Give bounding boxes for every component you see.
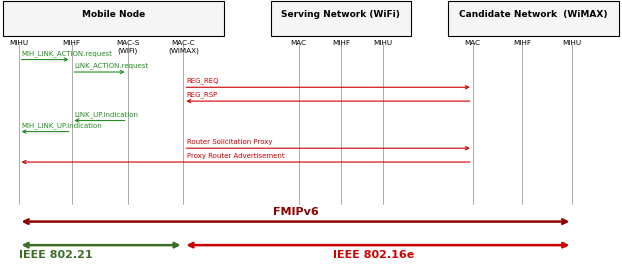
Bar xyxy=(271,1,411,36)
Text: MIHU: MIHU xyxy=(9,40,28,46)
Text: MAC: MAC xyxy=(290,40,307,46)
Text: IEEE 802.21: IEEE 802.21 xyxy=(19,250,93,260)
Text: MIHU: MIHU xyxy=(563,40,582,46)
Bar xyxy=(3,1,224,36)
Bar xyxy=(448,1,619,36)
Text: LINK_ACTION.request: LINK_ACTION.request xyxy=(75,63,149,69)
Text: REG_REQ: REG_REQ xyxy=(187,78,219,84)
Text: MIHF: MIHF xyxy=(514,40,531,46)
Text: Mobile Node: Mobile Node xyxy=(82,10,145,19)
Text: MAC-S
(WiFi): MAC-S (WiFi) xyxy=(116,40,139,54)
Text: IEEE 802.16e: IEEE 802.16e xyxy=(333,250,414,260)
Text: FMIPv6: FMIPv6 xyxy=(272,207,318,217)
Text: MIHF: MIHF xyxy=(332,40,350,46)
Text: REG_RSP: REG_RSP xyxy=(187,92,218,98)
Text: Proxy Router Advertisement: Proxy Router Advertisement xyxy=(187,153,284,159)
Text: MIH_LINK_ACTION.request: MIH_LINK_ACTION.request xyxy=(22,50,113,57)
Text: MIHU: MIHU xyxy=(373,40,392,46)
Text: MAC: MAC xyxy=(465,40,481,46)
Text: Candidate Network  (WiMAX): Candidate Network (WiMAX) xyxy=(459,10,608,19)
Text: LINK_UP.indication: LINK_UP.indication xyxy=(75,111,139,118)
Text: Router Solicitation Proxy: Router Solicitation Proxy xyxy=(187,139,272,145)
Text: MIHF: MIHF xyxy=(63,40,80,46)
Text: Serving Network (WiFi): Serving Network (WiFi) xyxy=(281,10,400,19)
Text: MIH_LINK_UP.indication: MIH_LINK_UP.indication xyxy=(22,122,103,129)
Text: MAC-C
(WiMAX): MAC-C (WiMAX) xyxy=(168,40,199,54)
